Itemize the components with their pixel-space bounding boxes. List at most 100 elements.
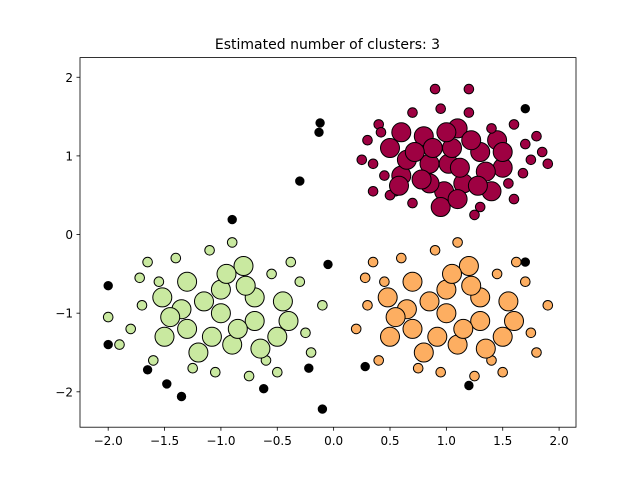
data-point [285, 256, 297, 268]
data-point [194, 291, 214, 312]
data-point [508, 119, 520, 130]
y-tick-label: 0 [65, 228, 73, 242]
x-tick-label: −0.5 [263, 434, 292, 448]
x-tick-label: 2.0 [550, 434, 569, 448]
data-point [162, 379, 172, 389]
data-point [294, 276, 306, 288]
data-point [531, 347, 542, 358]
data-point [235, 275, 256, 296]
data-point [204, 245, 215, 256]
data-point [379, 276, 390, 288]
data-point [304, 363, 314, 373]
data-point [314, 127, 324, 138]
data-point [176, 391, 187, 402]
data-point [379, 170, 390, 181]
data-point [359, 272, 371, 284]
data-point [136, 300, 148, 311]
data-point [536, 146, 548, 158]
data-point [317, 404, 328, 414]
data-point [233, 256, 254, 276]
data-point [435, 366, 447, 378]
data-point [475, 338, 496, 359]
plot-area [80, 57, 576, 428]
data-point [375, 127, 387, 138]
data-point [413, 342, 434, 363]
data-point [486, 123, 497, 134]
x-tick-label: 0.0 [324, 434, 343, 448]
series-3 [103, 104, 530, 414]
data-point [102, 311, 114, 323]
data-point [474, 201, 486, 213]
data-point [458, 256, 479, 276]
data-point [491, 268, 503, 280]
data-point [295, 176, 305, 186]
data-point [447, 189, 468, 210]
data-point [503, 178, 514, 189]
y-tick-label: 2 [65, 71, 73, 85]
data-point [360, 361, 370, 372]
data-point [429, 245, 441, 256]
data-point [367, 158, 379, 170]
data-point [504, 311, 524, 331]
y-tick-label: −2 [55, 385, 73, 399]
axes-frame [79, 57, 577, 428]
data-point [411, 169, 432, 190]
data-point [389, 175, 409, 196]
data-point [210, 303, 231, 324]
x-tick-label: 0.5 [380, 434, 399, 448]
series-2 [102, 237, 328, 382]
data-point [542, 158, 554, 170]
data-point [402, 271, 423, 292]
data-point [461, 275, 482, 296]
data-point [419, 291, 440, 312]
data-point [244, 311, 265, 331]
data-point [114, 339, 125, 350]
x-tick-label: −1.0 [206, 434, 235, 448]
data-point [436, 122, 457, 143]
data-point [453, 318, 474, 339]
data-point [427, 326, 448, 347]
data-point [373, 355, 385, 366]
x-tick-label: −2.0 [94, 434, 123, 448]
data-point [356, 154, 368, 166]
data-point [142, 365, 153, 375]
data-point [154, 326, 175, 347]
series-1 [350, 237, 554, 382]
data-point [272, 366, 283, 378]
points-layer [102, 83, 554, 414]
data-point [177, 318, 198, 339]
series-0 [356, 83, 554, 221]
data-point [152, 287, 173, 308]
data-point [362, 300, 373, 311]
data-point [103, 339, 113, 350]
data-point [362, 134, 373, 146]
data-point [323, 259, 333, 270]
data-point [402, 318, 423, 339]
data-point [385, 307, 406, 328]
data-point [350, 323, 362, 335]
data-point [259, 384, 269, 394]
data-point [148, 355, 159, 366]
data-point [380, 326, 400, 347]
data-point [520, 257, 530, 267]
data-point [469, 370, 480, 382]
data-point [125, 323, 136, 335]
data-point [216, 263, 237, 284]
data-point [134, 272, 145, 284]
data-point [430, 197, 451, 217]
data-point [317, 300, 328, 311]
data-point [470, 311, 491, 331]
data-point [469, 209, 480, 221]
data-point [498, 291, 519, 312]
data-point [435, 103, 447, 114]
data-point [243, 370, 255, 382]
data-point [226, 237, 238, 248]
data-point [210, 366, 221, 378]
data-point [170, 252, 182, 264]
data-point [160, 307, 181, 328]
data-point [467, 175, 488, 196]
y-tick-label: −1 [55, 307, 73, 321]
data-point [464, 380, 474, 391]
data-point [391, 122, 412, 143]
data-point [407, 107, 418, 118]
